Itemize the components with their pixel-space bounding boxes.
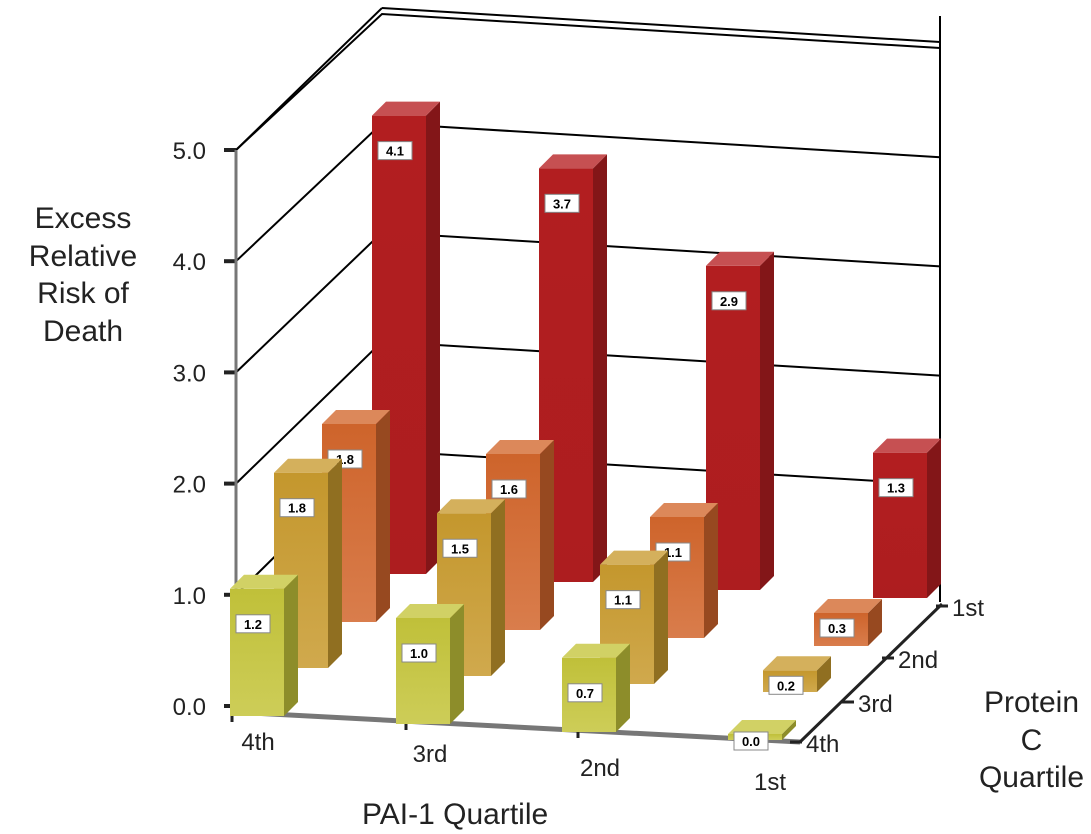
x-tick-label: 3rd [413, 741, 448, 768]
bars: 4.13.72.91.31.81.61.10.31.81.51.10.21.21… [230, 101, 941, 751]
bar-side-face [927, 438, 941, 598]
data-label-box [491, 479, 527, 499]
bar-top-face [437, 499, 505, 514]
x-tick-label: 4th [241, 729, 274, 756]
bar: 0.0 [728, 720, 796, 751]
y-tick-label: 0.0 [173, 694, 206, 721]
bar-top-face [562, 643, 630, 658]
bar-top-face [322, 410, 390, 424]
bar: 0.2 [763, 656, 831, 695]
bar-top-face [230, 574, 298, 589]
bar-side-face [704, 503, 718, 638]
data-label: 0.0 [742, 734, 760, 749]
data-label-box [768, 675, 804, 695]
bar: 0.3 [814, 599, 882, 646]
data-label: 0.7 [576, 686, 594, 701]
x-tick-label: 1st [754, 769, 786, 796]
data-label-box [567, 683, 603, 703]
bar-top-face [372, 101, 440, 116]
data-label-box [279, 498, 315, 518]
y-tick-label: 1.0 [173, 583, 206, 610]
z-tick-label: 1st [952, 595, 984, 622]
bar: 1.3 [873, 438, 941, 598]
data-label: 1.6 [500, 482, 518, 497]
bar-top-face [728, 720, 796, 734]
bar-side-face [760, 251, 774, 590]
z-tick-label: 2nd [898, 647, 938, 674]
data-label: 2.9 [720, 294, 738, 309]
bar-top-face [600, 550, 668, 565]
bar-side-face [450, 604, 464, 724]
y-tick-label: 3.0 [173, 360, 206, 387]
x-axis-title: PAI-1 Quartile [362, 798, 549, 831]
z-axis-line [798, 602, 944, 744]
bar-side-face [328, 458, 342, 668]
bar-top-face [873, 438, 941, 453]
bar-side-face [616, 643, 630, 732]
y-tick-label: 5.0 [173, 138, 206, 165]
bar: 0.7 [562, 643, 630, 732]
y-tick-label: 4.0 [173, 249, 206, 276]
bar-top-face [706, 251, 774, 266]
bar-side-face [593, 154, 607, 582]
bar-side-face [817, 656, 831, 692]
x-tick-label: 2nd [580, 755, 620, 782]
data-label: 0.2 [777, 678, 795, 693]
bar-side-face [491, 499, 505, 676]
z-tick-label: 3rd [858, 691, 893, 718]
bar: 1.2 [230, 574, 298, 716]
data-label-box [544, 193, 580, 213]
data-label: 3.7 [553, 196, 571, 211]
y-axis-title: Excess Relative Risk of Death [28, 202, 138, 348]
back-wall-top-edge [381, 7, 941, 43]
bar-side-face [654, 550, 668, 684]
data-label-box [377, 141, 413, 161]
bar-top-face [650, 503, 718, 517]
bar-front-face [873, 452, 927, 598]
data-label-box [878, 478, 914, 498]
bar: 4.1 [372, 101, 440, 575]
bar-top-face [814, 599, 882, 613]
bar-front-face [230, 588, 284, 716]
data-label: 1.1 [664, 545, 682, 560]
z-tick-label: 4th [806, 731, 839, 758]
bar-side-face [426, 101, 440, 575]
data-label-box [401, 643, 437, 663]
z-axis-title: Protein C Quartile [978, 686, 1085, 794]
bar-top-face [486, 440, 554, 454]
x-axis-line [231, 709, 801, 745]
bar-top-face [763, 656, 831, 671]
data-label-box [442, 538, 478, 558]
data-label: 1.3 [887, 481, 905, 496]
data-label: 1.2 [244, 617, 262, 632]
data-label: 0.3 [828, 621, 846, 636]
data-label: 1.5 [451, 541, 469, 556]
bar-side-face [868, 599, 882, 646]
bar: 1.1 [650, 503, 718, 638]
bar-side-face [376, 410, 390, 622]
data-label: 1.0 [410, 646, 428, 661]
bar-top-face [539, 154, 607, 169]
data-label: 1.1 [614, 593, 632, 608]
data-label: 1.8 [288, 501, 306, 516]
bar-front-face [396, 618, 450, 724]
data-label-box [235, 614, 271, 634]
y-tick-label: 2.0 [173, 472, 206, 499]
bar: 1.0 [396, 604, 464, 724]
bar-side-face [284, 574, 298, 716]
data-label: 4.1 [386, 144, 404, 159]
bar-side-face [540, 440, 554, 630]
bar-top-face [274, 458, 342, 473]
data-label-box [711, 291, 747, 311]
bar-side-face [782, 720, 796, 740]
data-label-box [733, 731, 769, 751]
gridline [235, 12, 941, 151]
data-label-box [605, 590, 641, 610]
bar-top-face [396, 604, 464, 618]
data-label-box [819, 618, 855, 638]
bar: 1.1 [600, 550, 668, 684]
bar: 1.5 [437, 499, 505, 676]
